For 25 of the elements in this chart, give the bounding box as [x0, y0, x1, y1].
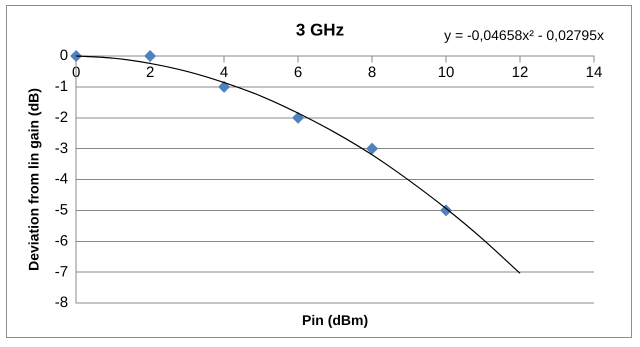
point — [144, 50, 156, 62]
y-axis-title: Deviation from lin gain (dB) — [25, 88, 42, 271]
x-tick-label: 10 — [438, 64, 454, 82]
point — [70, 50, 82, 62]
y-tick-label: -6 — [54, 232, 68, 250]
x-tick-label: 6 — [294, 64, 302, 82]
y-tick-label: 0 — [60, 47, 68, 64]
x-tick-label: 2 — [146, 64, 154, 82]
y-tick-label: -1 — [54, 78, 68, 96]
x-tick-label: 4 — [220, 64, 228, 82]
point — [292, 112, 304, 124]
text: y = -0,04658x² - 0,02795x — [444, 26, 604, 43]
y-tick-label: -4 — [54, 170, 68, 188]
point — [218, 80, 230, 93]
chart-title: 3 GHz — [296, 20, 344, 40]
x-axis-title: Pin (dBm) — [302, 312, 368, 328]
y-tick-label: -2 — [54, 108, 68, 126]
x-tick-label: 12 — [512, 64, 528, 82]
x-tick-label: 14 — [586, 64, 602, 82]
x-tick-label: 8 — [368, 64, 376, 82]
y-tick-label: -8 — [54, 294, 68, 312]
y-tick-label: -7 — [54, 263, 68, 280]
point — [366, 142, 378, 155]
y-tick-label: -3 — [54, 140, 68, 157]
y-tick-label: -5 — [54, 202, 68, 219]
